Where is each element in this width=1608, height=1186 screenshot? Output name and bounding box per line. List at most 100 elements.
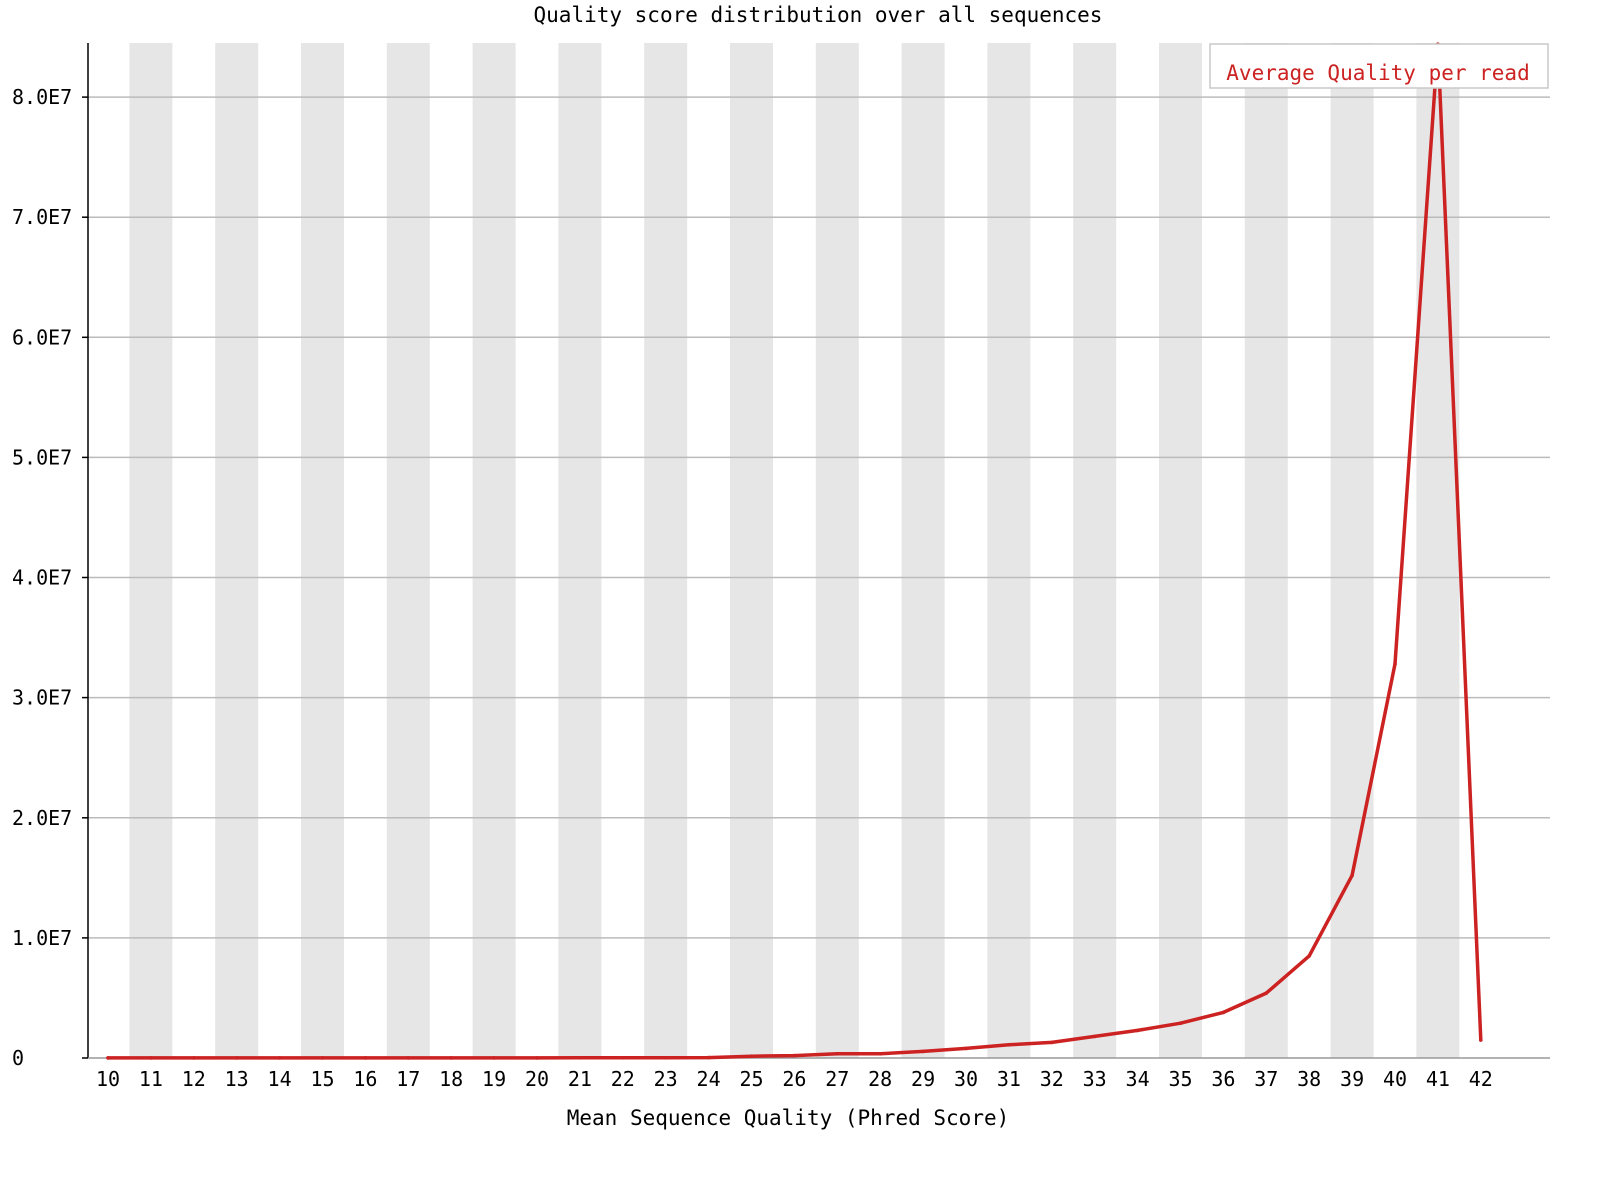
data-point-30 xyxy=(964,1046,968,1051)
data-point-32 xyxy=(1050,1040,1054,1045)
x-tick-label-26: 26 xyxy=(782,1067,806,1091)
x-tick-label-28: 28 xyxy=(868,1067,892,1091)
data-point-14 xyxy=(277,1056,282,1060)
data-point-11 xyxy=(149,1056,153,1060)
x-tick-label-42: 42 xyxy=(1469,1067,1493,1091)
band-39 xyxy=(1330,43,1374,1058)
background-bands xyxy=(129,43,1460,1058)
data-point-28 xyxy=(878,1052,882,1056)
data-point-23 xyxy=(663,1056,668,1060)
data-point-39 xyxy=(1350,873,1354,878)
x-tick-label-29: 29 xyxy=(911,1067,935,1091)
data-point-21 xyxy=(578,1056,582,1060)
x-tick-label-15: 15 xyxy=(310,1067,334,1091)
x-tick-label-23: 23 xyxy=(654,1067,678,1091)
y-tick-label-4.0E7: 4.0E7 xyxy=(12,566,72,590)
x-tick-label-17: 17 xyxy=(396,1067,420,1091)
data-point-24 xyxy=(706,1055,711,1060)
data-point-26 xyxy=(792,1053,797,1058)
x-tick-label-18: 18 xyxy=(439,1067,463,1091)
data-point-22 xyxy=(621,1056,625,1060)
band-33 xyxy=(1073,43,1117,1058)
data-point-25 xyxy=(749,1054,754,1058)
band-37 xyxy=(1244,43,1288,1058)
x-axis-label: Mean Sequence Quality (Phred Score) xyxy=(567,1106,1010,1130)
y-tick-label-8.0E7: 8.0E7 xyxy=(12,85,72,109)
x-tick-label-31: 31 xyxy=(997,1067,1021,1091)
y-tick-label-7.0E7: 7.0E7 xyxy=(12,205,72,229)
x-tick-label-19: 19 xyxy=(482,1067,506,1091)
legend-entry-0: Average Quality per read xyxy=(1226,61,1529,85)
x-tick-label-11: 11 xyxy=(139,1067,163,1091)
x-tick-label-34: 34 xyxy=(1126,1067,1150,1091)
band-21 xyxy=(558,43,602,1058)
band-19 xyxy=(472,43,516,1058)
x-tick-label-41: 41 xyxy=(1426,1067,1450,1091)
band-15 xyxy=(301,43,344,1058)
y-tick-label-5.0E7: 5.0E7 xyxy=(12,445,72,469)
x-tick-label-27: 27 xyxy=(825,1067,849,1091)
band-31 xyxy=(987,43,1031,1058)
data-point-20 xyxy=(535,1056,539,1060)
data-point-13 xyxy=(234,1056,239,1060)
band-35 xyxy=(1159,43,1202,1058)
data-point-33 xyxy=(1092,1034,1097,1039)
data-point-31 xyxy=(1007,1043,1011,1047)
x-tick-label-22: 22 xyxy=(611,1067,635,1091)
x-tick-label-40: 40 xyxy=(1383,1067,1407,1091)
band-29 xyxy=(901,43,945,1058)
x-tick-label-25: 25 xyxy=(739,1067,763,1091)
x-tick-label-35: 35 xyxy=(1168,1067,1192,1091)
x-tick-label-37: 37 xyxy=(1254,1067,1278,1091)
data-point-10 xyxy=(106,1056,110,1060)
x-tick-label-33: 33 xyxy=(1083,1067,1107,1091)
data-point-17 xyxy=(406,1056,411,1060)
data-point-12 xyxy=(192,1056,196,1060)
x-tick-label-14: 14 xyxy=(268,1067,292,1091)
data-point-16 xyxy=(363,1056,368,1060)
y-tick-label-3.0E7: 3.0E7 xyxy=(12,686,72,710)
y-tick-label-2.0E7: 2.0E7 xyxy=(12,806,72,830)
data-point-37 xyxy=(1264,991,1269,995)
gridlines xyxy=(88,96,1550,939)
x-tick-label-16: 16 xyxy=(353,1067,377,1091)
band-23 xyxy=(644,43,688,1058)
y-tick-label-0: 0 xyxy=(12,1046,24,1070)
band-11 xyxy=(129,43,173,1058)
y-tick-label-1.0E7: 1.0E7 xyxy=(12,926,72,950)
y-tick-label-6.0E7: 6.0E7 xyxy=(12,325,72,349)
band-13 xyxy=(215,43,259,1058)
series-lines xyxy=(106,42,1483,1060)
data-point-40 xyxy=(1393,662,1397,666)
tick-labels: 0 1.0E7 2.0E7 3.0E7 4.0E7 5.0E7 6.0E7 7.0E7 8.0E… xyxy=(12,85,1493,1091)
band-17 xyxy=(386,43,430,1058)
data-point-29 xyxy=(921,1049,925,1054)
x-tick-label-30: 30 xyxy=(954,1067,978,1091)
band-27 xyxy=(815,43,859,1058)
data-point-36 xyxy=(1221,1010,1226,1015)
band-25 xyxy=(730,43,773,1058)
x-tick-label-32: 32 xyxy=(1040,1067,1064,1091)
x-tick-label-38: 38 xyxy=(1297,1067,1321,1091)
chart-title: Quality score distribution over all sequ… xyxy=(534,3,1103,27)
data-point-15 xyxy=(320,1056,325,1060)
data-point-18 xyxy=(449,1056,454,1060)
data-point-35 xyxy=(1178,1021,1183,1025)
x-tick-label-20: 20 xyxy=(525,1067,549,1091)
data-point-19 xyxy=(492,1056,496,1060)
legend: Average Quality per read xyxy=(1209,43,1549,89)
x-tick-label-36: 36 xyxy=(1211,1067,1235,1091)
x-tick-label-21: 21 xyxy=(568,1067,592,1091)
legend-box xyxy=(1209,43,1549,89)
band-41 xyxy=(1416,43,1460,1058)
x-tick-label-10: 10 xyxy=(96,1067,120,1091)
data-point-42 xyxy=(1479,1038,1483,1042)
data-point-34 xyxy=(1135,1028,1140,1033)
x-tick-label-13: 13 xyxy=(225,1067,249,1091)
x-tick-label-24: 24 xyxy=(697,1067,721,1091)
x-tick-label-12: 12 xyxy=(182,1067,206,1091)
data-point-38 xyxy=(1307,954,1311,958)
x-tick-label-39: 39 xyxy=(1340,1067,1364,1091)
